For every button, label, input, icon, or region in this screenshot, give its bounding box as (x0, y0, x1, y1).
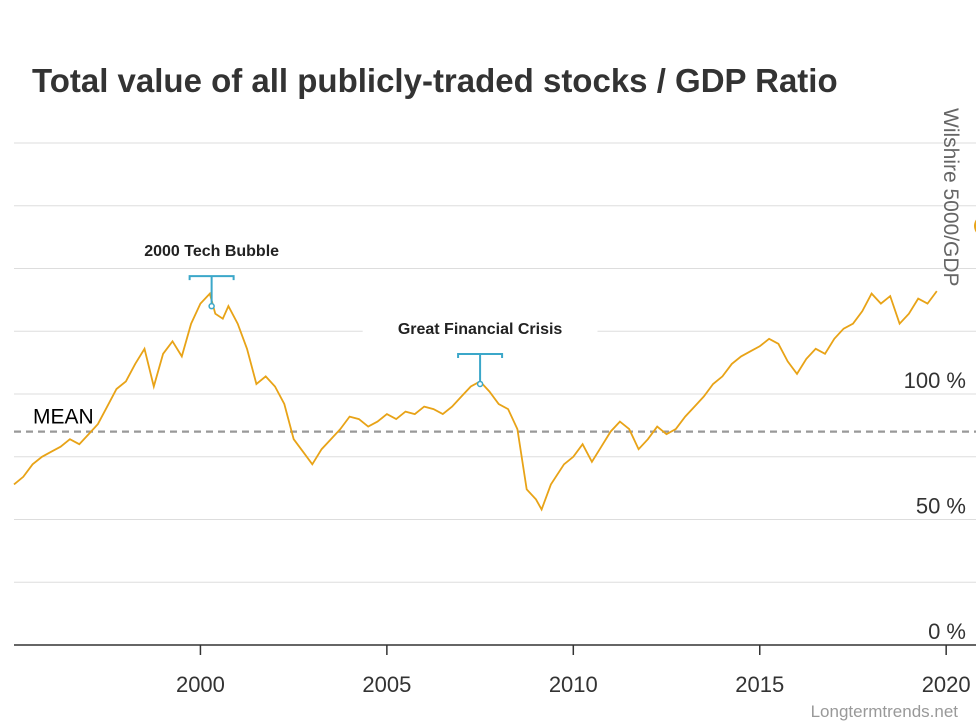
mean-label: MEAN (33, 406, 94, 429)
y-tick-label: 100 % (904, 368, 966, 393)
x-tick-label: 2010 (549, 672, 598, 697)
y-tick-label: 0 % (928, 619, 966, 644)
annotation-point (476, 380, 484, 388)
annotation: 2000 Tech Bubble (122, 236, 301, 310)
annotation-label-bg (362, 313, 598, 342)
x-tick-label: 2020 (922, 672, 971, 697)
annotation-label-bg (122, 236, 301, 265)
x-tick-label: 2000 (176, 672, 225, 697)
x-tick-label: 2005 (362, 672, 411, 697)
annotation-label: Great Financial Crisis (398, 321, 563, 338)
annotation-point (208, 302, 215, 310)
grid-lines (14, 142, 976, 583)
credit-label: Longtermtrends.net (811, 702, 959, 721)
annotation: Great Financial Crisis (362, 313, 598, 388)
chart-title: Total value of all publicly-traded stock… (32, 62, 838, 99)
y-axis-ticks: 0 % 50 % 100 % (904, 368, 966, 644)
annotations: 2000 Tech Bubble Great Financial Crisis (122, 236, 598, 388)
x-tick-label: 2015 (735, 672, 784, 697)
y-tick-label: 50 % (916, 494, 966, 519)
x-axis-ticks: 2000 2005 2010 2015 2020 (176, 645, 971, 697)
mean-line-group: MEAN (14, 406, 976, 433)
series-line-wilshire-gdp (13, 290, 938, 512)
annotation-label: 2000 Tech Bubble (144, 243, 279, 260)
y-axis-label: Wilshire 5000/GDP (939, 108, 962, 287)
